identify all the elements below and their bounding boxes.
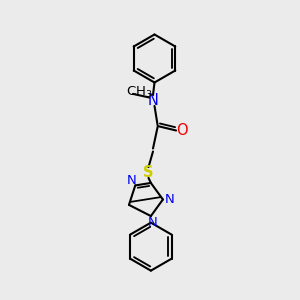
Text: CH$_3$: CH$_3$ (126, 85, 152, 100)
Text: S: S (143, 165, 154, 180)
Text: N: N (127, 174, 136, 187)
Text: N: N (165, 193, 174, 206)
Text: O: O (176, 123, 187, 138)
Text: N: N (148, 93, 158, 108)
Text: N: N (148, 216, 158, 229)
